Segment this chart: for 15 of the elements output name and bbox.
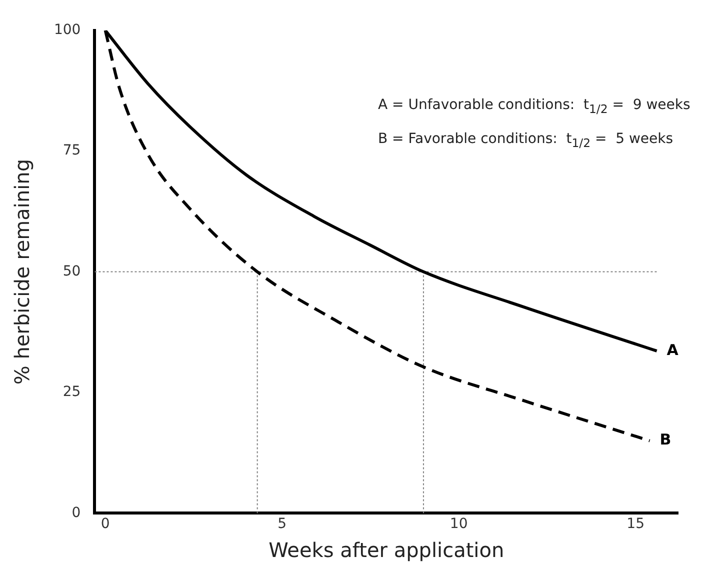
y-axis-title: % herbicide remaining bbox=[10, 158, 34, 385]
x-tick-label: 0 bbox=[100, 516, 110, 532]
x-tick-label: 5 bbox=[278, 516, 287, 532]
y-tick-label: 50 bbox=[62, 263, 81, 280]
x-axis-title: Weeks after application bbox=[268, 538, 504, 562]
y-tick-label: 0 bbox=[72, 504, 81, 521]
y-tick-label: 25 bbox=[62, 384, 81, 400]
annotation: B = Favorable conditions: t$_{1/2}$ = 5 weeks bbox=[378, 130, 674, 152]
y-tick-label: 75 bbox=[62, 142, 81, 159]
y-tick-label: 100 bbox=[54, 22, 81, 38]
annotation: A = Unfavorable conditions: t$_{1/2}$ = 9 weeks bbox=[378, 96, 690, 118]
series-label: B bbox=[660, 430, 672, 449]
x-tick-label: 10 bbox=[450, 516, 468, 532]
x-tick-label: 15 bbox=[626, 516, 644, 532]
series-label: A bbox=[666, 340, 679, 359]
